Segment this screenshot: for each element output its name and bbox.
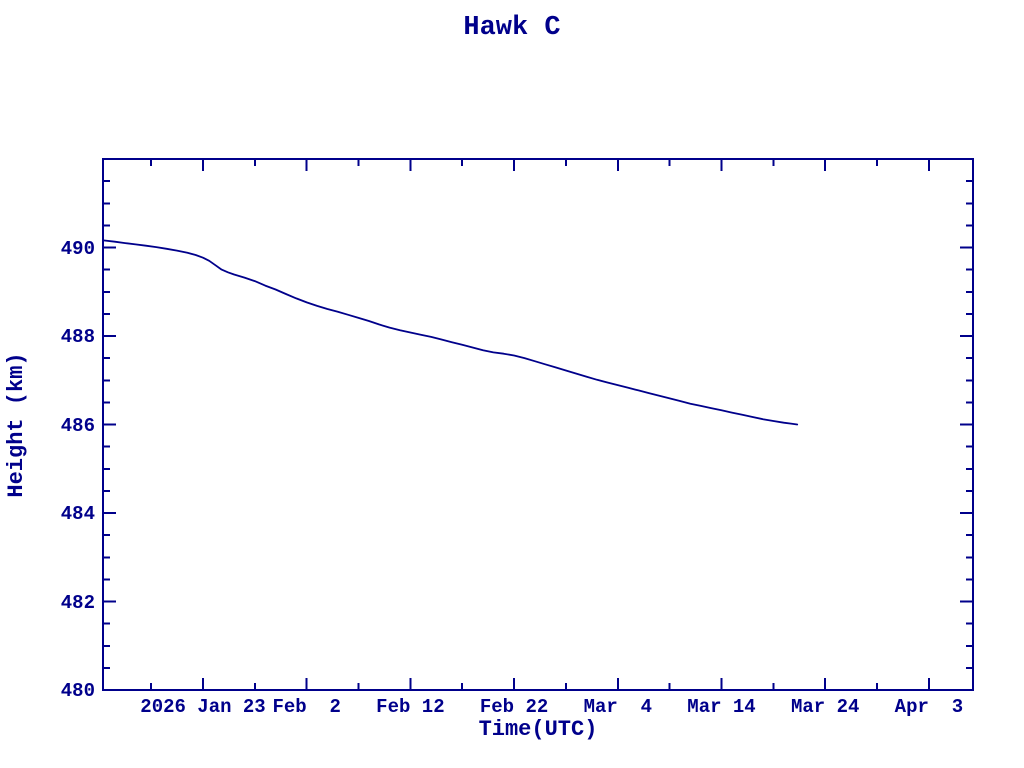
y-tick-label: 486 — [60, 414, 95, 437]
height-curve — [102, 239, 799, 426]
y-tick-label: 490 — [60, 237, 95, 260]
y-tick-label: 480 — [60, 680, 95, 702]
x-tick-label: Apr 3 — [894, 696, 964, 718]
chart-title: Hawk C — [463, 13, 561, 43]
plot-frame — [102, 158, 974, 691]
x-tick-label: 2026 Jan 23 — [140, 696, 266, 718]
x-tick-label: Mar 24 — [790, 696, 860, 718]
x-tick-label: Mar 14 — [687, 696, 756, 718]
y-tick-label: 488 — [60, 326, 95, 348]
x-tick-label: Feb 12 — [376, 696, 445, 718]
axis-ticks — [103, 159, 973, 690]
y-tick-label: 484 — [60, 503, 95, 525]
x-axis-title: Time(UTC) — [478, 717, 598, 742]
x-tick-label: Mar 4 — [583, 696, 653, 718]
y-tick-label: 482 — [60, 591, 95, 614]
x-tick-label: Feb 22 — [479, 696, 549, 718]
x-tick-label: Feb 2 — [272, 696, 341, 718]
